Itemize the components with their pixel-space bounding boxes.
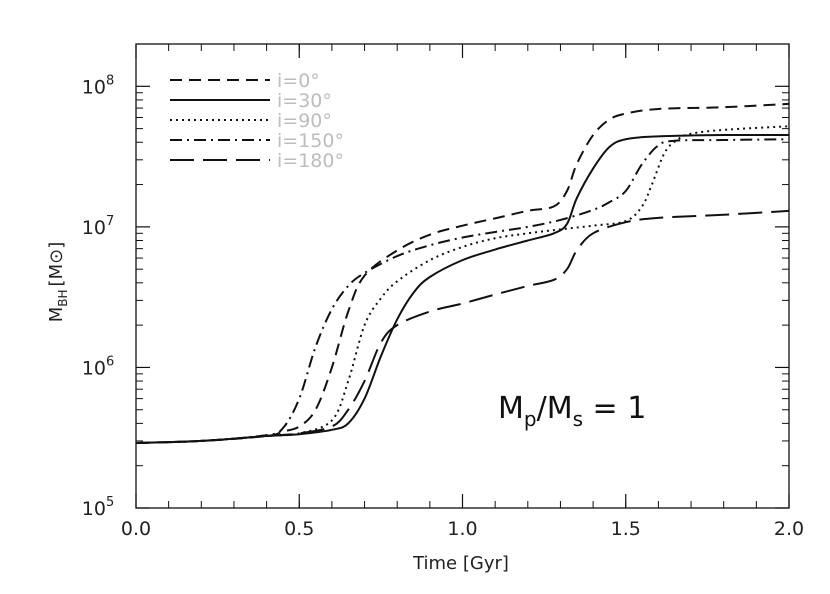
x-tick-label: 0.5 [284,518,314,540]
legend-label: i=30° [277,90,332,112]
y-tick-label: 106 [82,354,114,379]
x-tick-label: 0.0 [121,518,151,540]
legend-label: i=180° [277,150,344,172]
series-line [135,102,790,444]
series-line [135,125,790,444]
x-axis-title: Time [Gyr] [412,553,509,574]
y-axis-title: MBH[M⊙] [46,242,70,322]
y-tick-label: 108 [82,73,114,98]
y-tick-label: 107 [82,214,114,239]
series-group [135,102,790,444]
legend-label: i=150° [277,130,344,152]
mass-ratio-annotation: Mp/Ms = 1 [498,391,646,431]
y-tick-label: 105 [82,495,114,520]
legend-label: i=0° [277,70,320,92]
series-line [135,138,790,444]
series-line [135,209,790,444]
legend-label: i=90° [277,110,332,132]
x-tick-label: 1.5 [611,518,641,540]
series-line [135,133,790,444]
x-tick-label: 2.0 [774,518,804,540]
plot-frame-group: 0.0 0.5 1.0 1.5 2.0 105 106 107 108 [82,43,804,540]
legend: i=0°i=30°i=90°i=150°i=180° [170,70,344,172]
x-tick-label: 1.0 [447,518,477,540]
